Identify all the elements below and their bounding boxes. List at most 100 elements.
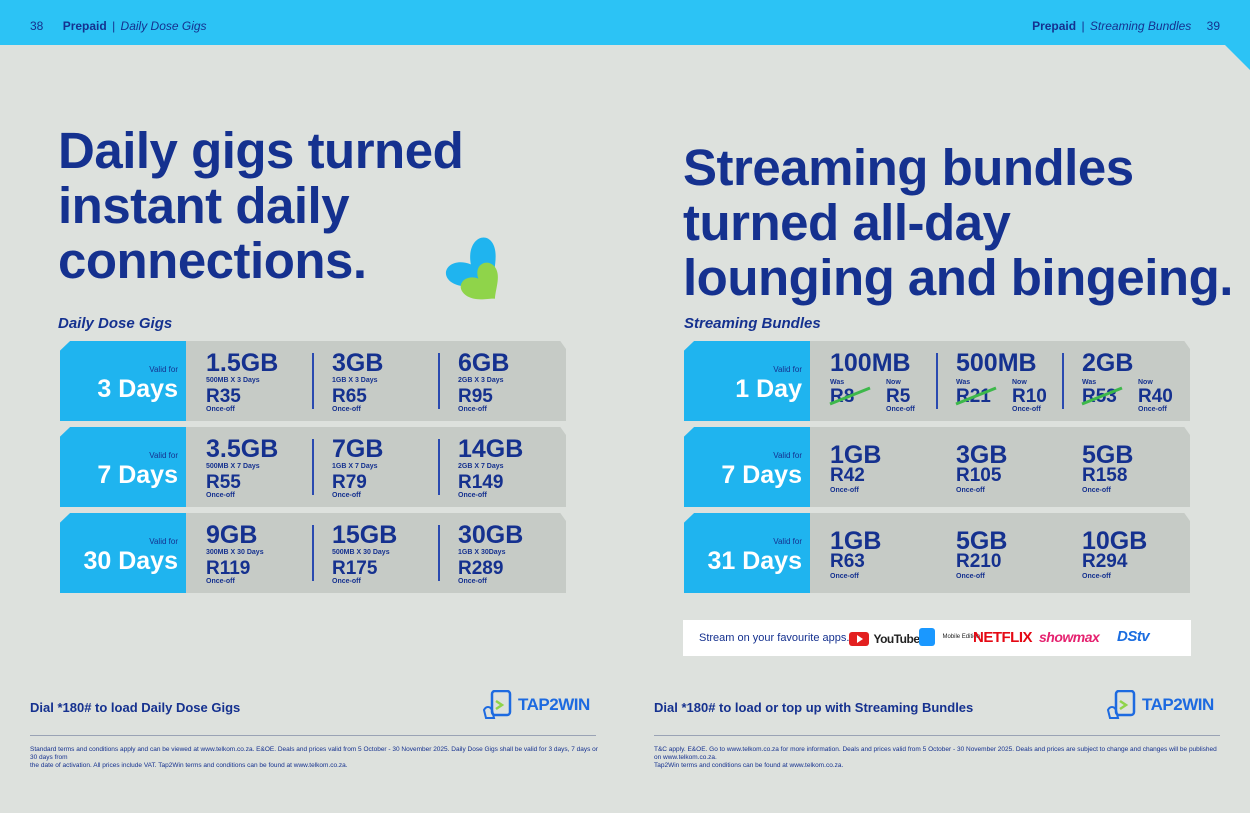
cell-divider xyxy=(438,525,440,581)
headline-line: Streaming bundles xyxy=(683,139,1134,196)
bundle-once-off: Once-off xyxy=(830,573,859,580)
bundle-cell[interactable]: 2GB Was Now R53 R40 Once-off xyxy=(1062,341,1190,421)
bundle-cell[interactable]: 10GB R294 Once-off xyxy=(1062,513,1190,593)
showmax-logo: showmax xyxy=(1039,629,1100,645)
was-label: Was xyxy=(956,379,971,386)
bundle-size: 15GB xyxy=(332,521,398,549)
duration-value: 7 Days xyxy=(97,461,178,489)
header-sub-right: Streaming Bundles xyxy=(1089,19,1192,33)
bundle-price: R158 xyxy=(1082,465,1128,486)
bundle-price: R119 xyxy=(206,558,251,579)
bundle-once-off: Once-off xyxy=(830,487,859,494)
fine-print-line: T&C apply. E&OE. Go to www.telkom.co.za … xyxy=(654,746,1217,761)
bundle-price: R294 xyxy=(1082,551,1128,572)
duration-label: Valid for 3 Days xyxy=(60,341,186,421)
bundle-price: R65 xyxy=(332,386,367,407)
valid-for-label: Valid for xyxy=(149,365,178,374)
right-headline: Streaming bundles turned all-day loungin… xyxy=(683,140,1233,305)
bundle-cell[interactable]: 3GB R105 Once-off xyxy=(936,427,1062,507)
streaming-row-31-days: Valid for 31 Days 1GB R63 Once-off 5GB R… xyxy=(684,513,1190,593)
bundle-once-off: Once-off xyxy=(458,406,487,413)
cell-divider xyxy=(936,353,938,409)
bundle-cell[interactable]: 1GB R42 Once-off xyxy=(810,427,936,507)
bundle-size: 5GB xyxy=(1082,441,1134,469)
header-section-right: Prepaid xyxy=(1032,19,1077,33)
dial-instruction-left: Dial *180# to load Daily Dose Gigs xyxy=(30,700,241,715)
divider-left xyxy=(30,735,596,736)
bundle-desc: 500MB X 30 Days xyxy=(332,549,390,556)
fine-print-line: the date of activation. All prices inclu… xyxy=(30,762,348,769)
bundle-cell[interactable]: 6GB 2GB X 3 Days R95 Once-off xyxy=(438,341,566,421)
now-price: R5 xyxy=(886,386,911,407)
tap2win-logo-right: TAP2WIN xyxy=(1106,688,1226,722)
bundle-row-body: 9GB 300MB X 30 Days R119 Once-off 15GB 5… xyxy=(186,513,566,593)
bundle-cell[interactable]: 7GB 1GB X 7 Days R79 Once-off xyxy=(312,427,438,507)
headline-line: instant daily xyxy=(58,177,350,234)
duration-label: Valid for 7 Days xyxy=(60,427,186,507)
bundle-cell[interactable]: 1GB R63 Once-off xyxy=(810,513,936,593)
bundle-once-off: Once-off xyxy=(332,578,361,585)
tap2win-logo-left: TAP2WIN xyxy=(482,688,602,722)
bundle-once-off: Once-off xyxy=(332,492,361,499)
dstv-logo: DStv xyxy=(1117,628,1150,645)
header-separator-right: | xyxy=(1081,19,1085,33)
bundle-desc: 2GB X 3 Days xyxy=(458,377,504,384)
bundle-once-off: Once-off xyxy=(1012,406,1041,413)
duration-value: 7 Days xyxy=(721,461,802,489)
prime-video-text: Mobile Edition xyxy=(942,633,981,640)
cell-divider xyxy=(312,525,314,581)
bundle-price: R79 xyxy=(332,472,367,493)
tap2win-wordmark: TAP2WIN xyxy=(518,695,590,714)
prime-video-icon xyxy=(919,628,935,646)
bundle-once-off: Once-off xyxy=(206,492,235,499)
valid-for-label: Valid for xyxy=(149,451,178,460)
bundle-once-off: Once-off xyxy=(206,578,235,585)
duration-label: Valid for 31 Days xyxy=(684,513,810,593)
bundle-cell[interactable]: 5GB R210 Once-off xyxy=(936,513,1062,593)
bundle-cell[interactable]: 15GB 500MB X 30 Days R175 Once-off xyxy=(312,513,438,593)
headline-line: Daily gigs turned xyxy=(58,122,464,179)
bundle-once-off: Once-off xyxy=(956,573,985,580)
prime-video-logo: Mobile Edition xyxy=(919,628,980,646)
bundle-price: R95 xyxy=(458,386,493,407)
bundle-size: 10GB xyxy=(1082,527,1148,555)
bundle-cell[interactable]: 100MB Was Now R8 R5 Once-off xyxy=(810,341,936,421)
bundle-price: R42 xyxy=(830,465,865,486)
bundle-row-body: 1.5GB 500MB X 3 Days R35 Once-off 3GB 1G… xyxy=(186,341,566,421)
valid-for-label: Valid for xyxy=(773,451,802,460)
bundle-cell[interactable]: 5GB R158 Once-off xyxy=(1062,427,1190,507)
bundle-once-off: Once-off xyxy=(956,487,985,494)
bundle-cell[interactable]: 3GB 1GB X 3 Days R65 Once-off xyxy=(312,341,438,421)
now-label: Now xyxy=(1012,379,1027,386)
duration-label: Valid for 1 Day xyxy=(684,341,810,421)
strikethrough-icon xyxy=(829,386,871,406)
bundle-cell[interactable]: 30GB 1GB X 30Days R289 Once-off xyxy=(438,513,566,593)
bundle-cell[interactable]: 1.5GB 500MB X 3 Days R35 Once-off xyxy=(186,341,312,421)
was-label: Was xyxy=(1082,379,1097,386)
bundle-cell[interactable]: 3.5GB 500MB X 7 Days R55 Once-off xyxy=(186,427,312,507)
bundle-size: 5GB xyxy=(956,527,1008,555)
bundle-once-off: Once-off xyxy=(458,578,487,585)
header-sub-left: Daily Dose Gigs xyxy=(120,19,207,33)
bundle-once-off: Once-off xyxy=(1138,406,1167,413)
bundle-once-off: Once-off xyxy=(206,406,235,413)
hearts-icon xyxy=(446,237,498,300)
bundle-once-off: Once-off xyxy=(1082,573,1111,580)
bundle-cell[interactable]: 500MB Was Now R21 R10 Once-off xyxy=(936,341,1062,421)
page-number-right: 39 xyxy=(1206,19,1220,33)
divider-right xyxy=(654,735,1220,736)
bundle-once-off: Once-off xyxy=(886,406,915,413)
bundle-price: R289 xyxy=(458,558,504,579)
headline-line: connections. xyxy=(58,232,367,289)
tap2win-wordmark: TAP2WIN xyxy=(1142,695,1214,714)
fine-print-right: T&C apply. E&OE. Go to www.telkom.co.za … xyxy=(654,746,1222,770)
bundle-size: 6GB xyxy=(458,349,510,377)
bundle-cell[interactable]: 9GB 300MB X 30 Days R119 Once-off xyxy=(186,513,312,593)
bundle-cell[interactable]: 14GB 2GB X 7 Days R149 Once-off xyxy=(438,427,566,507)
now-price: R10 xyxy=(1012,386,1047,407)
bundle-size: 100MB xyxy=(830,349,911,377)
strikethrough-icon xyxy=(955,386,997,406)
bundle-price: R35 xyxy=(206,386,241,407)
bundle-price: R63 xyxy=(830,551,865,572)
bundle-desc: 1GB X 3 Days xyxy=(332,377,378,384)
